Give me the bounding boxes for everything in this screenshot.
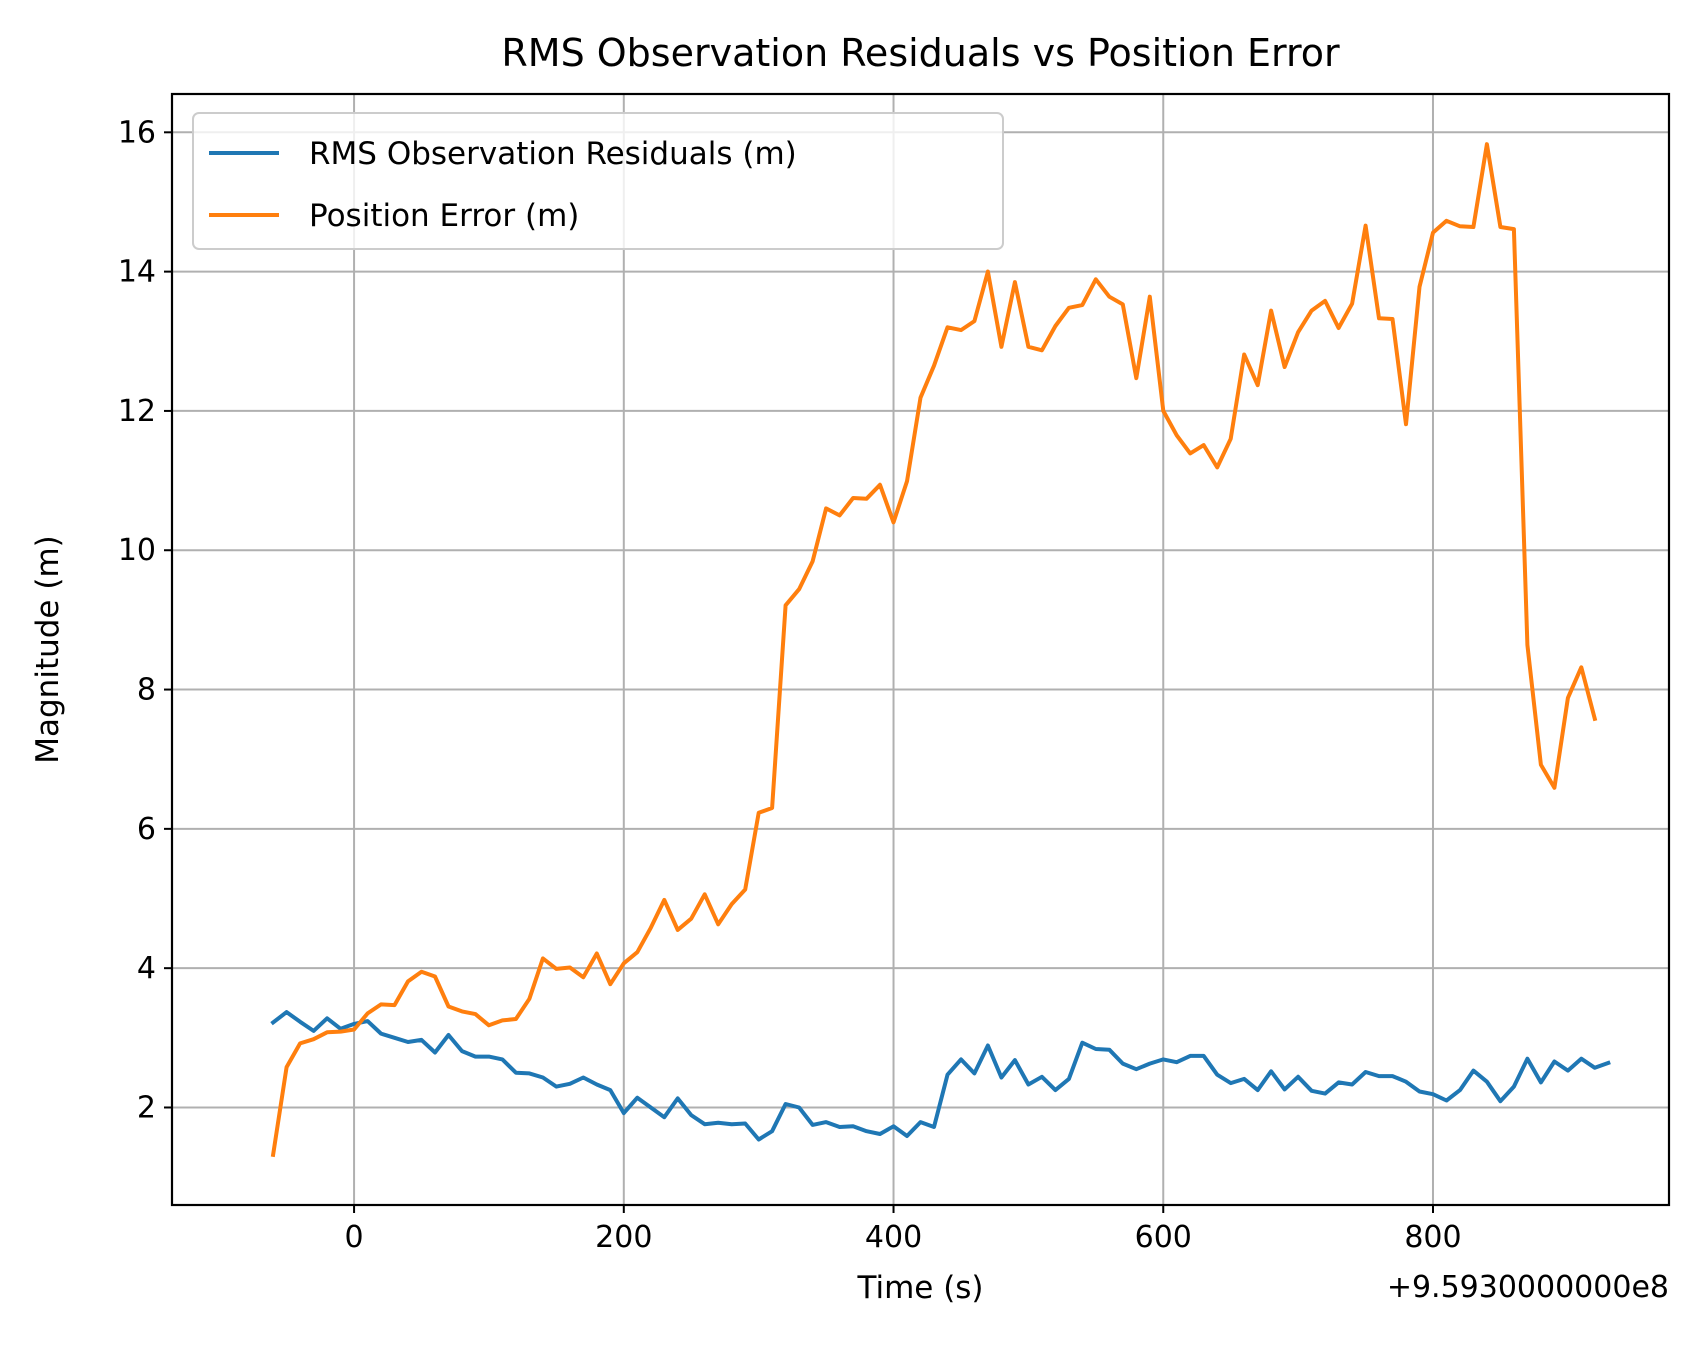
series-layer	[270, 142, 1611, 1158]
legend-box	[192, 112, 1004, 250]
y-tick-label: 2	[137, 1090, 156, 1125]
x-tick-label: 0	[345, 1220, 364, 1255]
legend-label-2: Position Error (m)	[309, 198, 579, 234]
legend: RMS Observation Residuals (m) Position Er…	[192, 112, 1004, 250]
y-tick-label: 12	[118, 394, 156, 429]
plot-frame	[170, 92, 1671, 1207]
legend-label-1: RMS Observation Residuals (m)	[309, 136, 797, 172]
axis-ticks: 0 200 400 600 800 2 4 6 8 10 12 14 16	[118, 115, 1462, 1255]
chart-title: RMS Observation Residuals vs Position Er…	[501, 31, 1340, 75]
y-tick-label: 16	[118, 115, 156, 150]
x-axis-label: Time (s)	[856, 1270, 983, 1306]
grid-lines	[172, 94, 1669, 1205]
x-tick-label: 800	[1404, 1220, 1461, 1255]
series-line-1	[270, 1010, 1611, 1142]
x-tick-label: 400	[865, 1220, 922, 1255]
y-axis-label: Magnitude (m)	[30, 535, 66, 763]
y-tick-label: 10	[118, 533, 156, 568]
y-tick-label: 14	[118, 255, 156, 290]
y-tick-label: 8	[137, 673, 156, 708]
series-line-2	[270, 142, 1598, 1158]
x-axis-offset-label: +9.5930000000e8	[1387, 1270, 1669, 1305]
y-tick-label: 6	[137, 812, 156, 847]
x-tick-label: 200	[595, 1220, 652, 1255]
y-tick-label: 4	[137, 951, 156, 986]
x-tick-label: 600	[1135, 1220, 1192, 1255]
